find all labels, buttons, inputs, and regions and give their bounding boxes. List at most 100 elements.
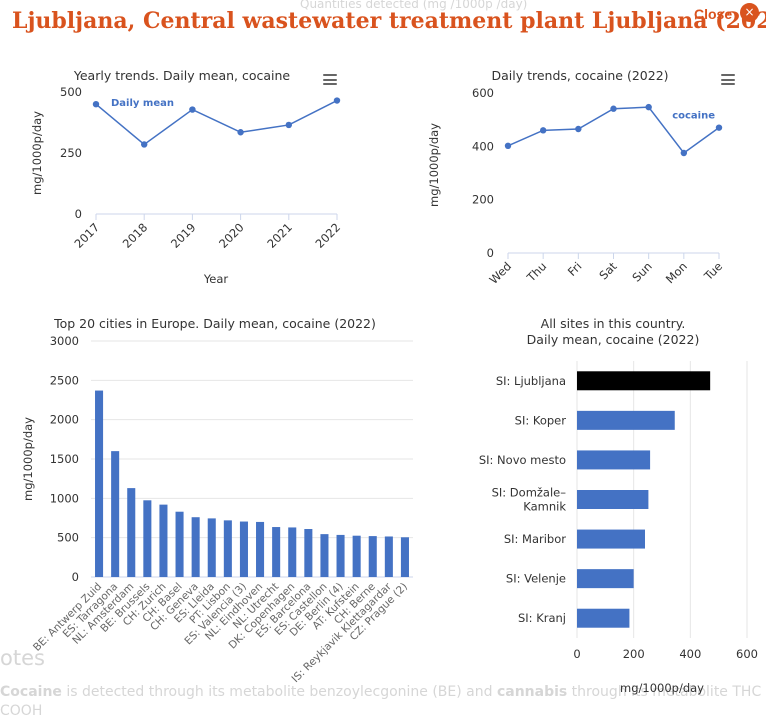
top20-bar <box>175 511 184 577</box>
sites-y-tick-label: SI: Domžale– Kamnik <box>492 486 567 514</box>
daily-x-tick-label: Fri <box>565 259 585 279</box>
yearly-x-tick-label: 2020 <box>216 220 247 251</box>
daily-x-tick-label: Wed <box>486 259 514 287</box>
top20-bar <box>223 520 232 577</box>
background-header-text: Quantities detected (mg /1000p /day) <box>300 0 528 11</box>
top20-bar <box>256 521 265 577</box>
sites-y-tick-label-line: SI: Kranj <box>518 611 566 625</box>
sites-bar <box>577 371 711 391</box>
yearly-series-line <box>95 99 338 146</box>
sites-bar <box>577 569 634 589</box>
sites-x-tick-label: 200 <box>623 647 645 661</box>
top20-bar <box>352 535 361 577</box>
sites-y-tick-label: SI: Novo mesto <box>479 453 566 467</box>
daily-chart-title: Daily trends, cocaine (2022) <box>491 68 668 83</box>
yearly-data-point <box>237 129 244 136</box>
close-icon[interactable]: × <box>740 3 759 22</box>
background-note-text: is detected through its metabolite benzo… <box>61 684 497 700</box>
top20-bar <box>95 390 104 577</box>
sites-bar <box>577 529 645 549</box>
yearly-y-tick-label: 250 <box>60 146 82 160</box>
background-notes-heading: otes <box>0 646 45 670</box>
top20-bar <box>239 521 248 577</box>
background-note-text-end: through its metabolite THC <box>567 684 762 700</box>
sites-y-tick-label-line: SI: Ljubljana <box>496 374 566 388</box>
daily-x-tick-label: Thu <box>523 259 549 285</box>
top20-bar <box>336 534 345 577</box>
top20-y-tick-label: 2500 <box>50 373 79 387</box>
yearly-x-tick-label: 2018 <box>120 220 151 251</box>
yearly-chart-menu-icon[interactable] <box>323 74 337 85</box>
top20-bar <box>400 537 409 577</box>
sites-x-tick-label: 0 <box>573 647 580 661</box>
top20-y-tick-label: 500 <box>57 531 79 545</box>
yearly-data-point <box>189 106 196 113</box>
daily-data-point <box>610 105 617 112</box>
daily-y-tick-label: 0 <box>487 246 494 260</box>
sites-y-tick-label: SI: Ljubljana <box>496 374 566 388</box>
sites-chart-title: All sites in this country. <box>541 316 686 331</box>
top20-y-tick-label: 1000 <box>50 491 79 505</box>
top20-y-tick-label: 1500 <box>50 452 79 466</box>
sites-y-tick-label-line: SI: Novo mesto <box>479 453 566 467</box>
background-note-bold-cocaine: Cocaine <box>0 684 62 700</box>
daily-data-point <box>539 127 547 134</box>
daily-x-tick-label: Mon <box>663 259 690 286</box>
daily-data-point <box>680 149 688 157</box>
yearly-y-axis-label: mg/1000p/day <box>30 111 44 195</box>
yearly-data-point <box>92 101 100 108</box>
sites-y-tick-label-line: SI: Domžale– <box>492 486 567 500</box>
daily-series-label: cocaine <box>672 111 715 122</box>
sites-y-tick-label-line: SI: Koper <box>515 413 567 427</box>
top20-bar <box>127 488 136 577</box>
top20-chart-title: Top 20 cities in Europe. Daily mean, coc… <box>53 316 376 331</box>
top20-bar <box>272 527 281 577</box>
sites-bar <box>577 608 630 628</box>
daily-data-point <box>715 124 723 131</box>
yearly-series-label: Daily mean <box>111 98 174 109</box>
top20-bar <box>143 500 152 577</box>
sites-y-tick-label: SI: Koper <box>515 413 567 427</box>
yearly-x-tick-label: 2022 <box>313 220 344 251</box>
top20-bar <box>320 534 329 577</box>
sites-x-tick-label: 600 <box>736 647 758 661</box>
sites-y-tick-label: SI: Maribor <box>504 532 566 546</box>
yearly-data-point <box>285 121 292 129</box>
sites-chart-subtitle: Daily mean, cocaine (2022) <box>527 332 700 347</box>
sites-x-axis-label: mg/1000p/day <box>620 681 704 695</box>
top20-bar <box>288 527 297 577</box>
yearly-data-point <box>141 141 148 148</box>
sites-bar <box>577 490 649 509</box>
background-note-bold-cannabis: cannabis <box>496 684 568 700</box>
top20-bar <box>159 504 168 577</box>
yearly-y-tick-label: 0 <box>75 207 82 221</box>
daily-data-point <box>645 103 652 111</box>
sites-bar <box>577 410 675 430</box>
daily-data-point <box>504 142 512 149</box>
yearly-x-tick-label: 2021 <box>264 220 295 251</box>
yearly-data-point <box>333 97 341 104</box>
yearly-x-tick-label: 2017 <box>72 220 103 251</box>
top20-y-tick-label: 3000 <box>50 334 79 348</box>
top20-bar <box>191 517 200 577</box>
close-button[interactable]: Close <box>694 6 733 22</box>
background-note-line: Cocaine is detected through its metaboli… <box>0 684 761 700</box>
background-note-line-2: COOH <box>0 703 43 719</box>
sites-y-tick-label-line: SI: Maribor <box>504 532 566 546</box>
daily-y-tick-label: 600 <box>472 86 494 100</box>
daily-chart-menu-icon[interactable] <box>721 74 735 85</box>
sites-y-tick-label: SI: Velenje <box>506 572 566 586</box>
sites-y-tick-label-line: Kamnik <box>523 500 566 514</box>
yearly-x-axis-label: Year <box>203 272 229 286</box>
yearly-chart-title: Yearly trends. Daily mean, cocaine <box>73 68 291 83</box>
daily-x-tick-label: Sat <box>596 259 620 283</box>
top20-y-axis-label: mg/1000p/day <box>21 417 35 501</box>
sites-y-tick-label-line: SI: Velenje <box>506 572 566 586</box>
daily-y-axis-label: mg/1000p/day <box>427 123 441 207</box>
sites-x-tick-label: 400 <box>679 647 701 661</box>
daily-data-point <box>575 125 582 133</box>
daily-y-tick-label: 400 <box>472 139 494 153</box>
top20-bar <box>304 529 313 577</box>
